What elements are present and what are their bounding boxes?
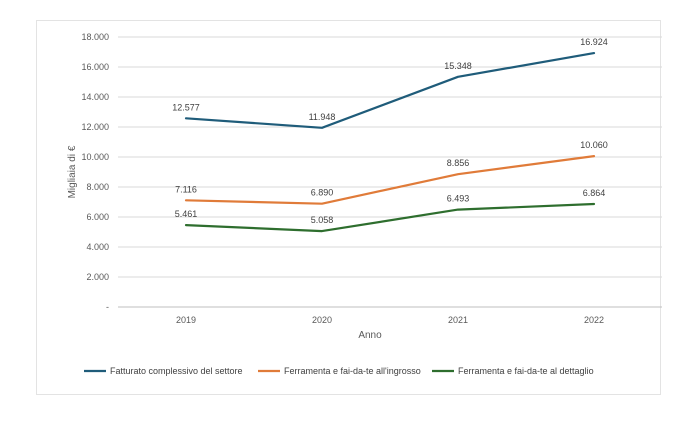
data-label: 6.864 <box>583 188 606 198</box>
y-tick-label: 6.000 <box>86 212 109 222</box>
data-label: 12.577 <box>172 102 200 112</box>
gridlines <box>118 36 662 278</box>
y-tick-label: 12.000 <box>81 122 109 132</box>
data-label: 7.116 <box>175 184 197 194</box>
chart-frame <box>36 20 661 395</box>
data-label: 10.060 <box>580 140 608 150</box>
y-tick-label: 16.000 <box>81 62 109 72</box>
series-line-1 <box>184 51 596 129</box>
x-tick-label: 2019 <box>176 315 196 325</box>
legend-label: Ferramenta e fai-da-te all'ingrosso <box>284 366 421 376</box>
y-tick-label: 18.000 <box>81 32 109 42</box>
legend-label: Fatturato complessivo del settore <box>110 366 243 376</box>
x-tick-label: 2020 <box>312 315 332 325</box>
data-label: 16.924 <box>580 37 608 47</box>
series-lines <box>184 51 596 233</box>
data-labels: 12.577 11.948 15.348 16.924 7.116 6.890 8.856 1… <box>172 37 608 225</box>
y-axis-title: Migliaia di € <box>67 145 78 198</box>
x-tick-label: 2022 <box>584 315 604 325</box>
data-label: 15.348 <box>444 61 472 71</box>
y-tick-label: - <box>106 302 109 312</box>
y-tick-label: 4.000 <box>86 242 109 252</box>
series-line-3 <box>184 202 596 233</box>
data-label: 11.948 <box>309 112 336 122</box>
series-line-2 <box>184 155 596 205</box>
data-label: 5.058 <box>311 215 334 225</box>
legend: Fatturato complessivo del settore Ferrame… <box>84 366 594 376</box>
y-tick-label: 2.000 <box>86 272 109 282</box>
x-tick-label: 2021 <box>448 315 468 325</box>
data-label: 8.856 <box>447 158 470 168</box>
x-axis-title: Anno <box>358 330 382 341</box>
data-label: 6.493 <box>447 194 470 204</box>
data-label: 6.890 <box>311 188 334 198</box>
y-tick-label: 8.000 <box>86 182 109 192</box>
data-label: 5.461 <box>175 209 198 219</box>
legend-label: Ferramenta e fai-da-te al dettaglio <box>458 366 594 376</box>
y-tick-label: 14.000 <box>81 92 109 102</box>
y-tick-label: 10.000 <box>81 152 109 162</box>
axes: - 2.000 4.000 6.000 8.000 10.000 12.000 14.000 1… <box>81 32 662 325</box>
